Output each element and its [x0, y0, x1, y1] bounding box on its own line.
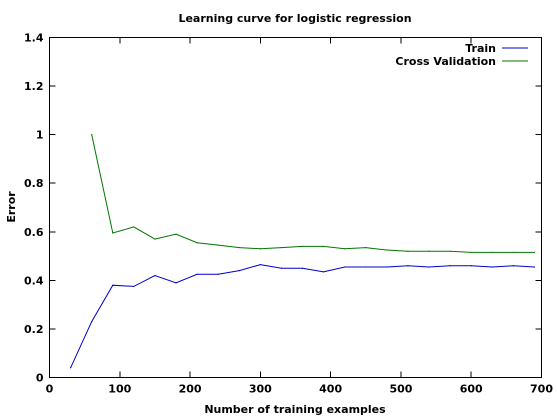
x-tick-label: 100	[108, 383, 131, 396]
x-tick-label: 500	[389, 383, 412, 396]
train-data-point	[407, 265, 409, 267]
train-data-point	[365, 266, 367, 268]
train-data-point	[301, 267, 304, 269]
y-axis-label: Error	[5, 191, 18, 223]
train-data-point	[344, 266, 346, 268]
cross-validation-data-point	[112, 232, 114, 234]
train-data-point	[259, 263, 261, 266]
train-data-point	[280, 267, 283, 269]
cross-validation-data-point	[365, 246, 367, 249]
train-data-point	[386, 266, 388, 268]
train-data-point	[238, 270, 240, 272]
train-data-point	[91, 321, 93, 323]
train-data-point	[449, 265, 451, 267]
train-data-point	[175, 282, 177, 284]
cross-validation-data-point	[133, 226, 135, 228]
train-data-point	[133, 285, 135, 288]
x-axis-label: Number of training examples	[204, 403, 386, 416]
y-tick-label: 1	[36, 129, 44, 142]
cross-validation-data-point	[407, 250, 409, 252]
cross-validation-data-point	[512, 251, 514, 254]
train-data-point	[323, 271, 325, 273]
x-tick-label: 400	[319, 383, 342, 396]
cross-validation-data-point	[280, 246, 283, 249]
cross-validation-data-point	[301, 245, 304, 247]
cross-validation-data-point	[238, 246, 240, 249]
train-data-point	[112, 284, 114, 286]
cross-validation-data-point	[175, 233, 177, 235]
cross-validation-data-point	[428, 250, 430, 252]
cross-validation-data-point	[91, 134, 93, 136]
x-tick-label: 600	[460, 383, 483, 396]
cross-validation-data-point	[386, 249, 388, 251]
train-data-point	[533, 266, 536, 268]
x-tick-label: 0	[46, 383, 54, 396]
train-series-line	[70, 264, 535, 369]
cross-validation-data-point	[323, 245, 325, 247]
cross-validation-data-point	[154, 238, 156, 240]
train-data-point	[217, 273, 219, 275]
cross-validation-data-point	[491, 251, 493, 254]
cross-validation-series-line	[91, 134, 535, 253]
x-tick-label: 200	[179, 383, 202, 396]
plot-frame	[49, 37, 542, 378]
cross-validation-data-point	[259, 248, 261, 250]
x-tick-label: 700	[530, 383, 553, 396]
cross-validation-data-point	[196, 242, 198, 244]
train-data-point	[512, 265, 514, 267]
train-data-point	[470, 265, 472, 267]
cross-validation-data-point	[217, 244, 219, 246]
chart-title: Learning curve for logistic regression	[178, 12, 411, 25]
y-tick-label: 1.4	[24, 32, 44, 45]
cross-validation-data-point	[449, 250, 451, 252]
x-tick-label: 300	[249, 383, 272, 396]
y-tick-label: 0.6	[24, 226, 44, 239]
axis-ticks: 0 100 200 300 400 500 600 700 0 0.2 0.4 0.6 0.8 1 1.2 1…	[24, 32, 553, 396]
y-tick-label: 0.2	[24, 323, 44, 336]
y-tick-label: 0	[36, 372, 44, 385]
cross-validation-data-point	[344, 248, 346, 250]
train-data-point	[69, 367, 72, 369]
train-data-point	[154, 274, 156, 277]
y-tick-label: 0.4	[24, 274, 44, 287]
train-data-point	[428, 266, 430, 268]
y-tick-label: 1.2	[24, 80, 44, 93]
legend-label-train: Train	[465, 42, 496, 55]
cross-validation-data-point	[470, 251, 472, 254]
series-layer	[69, 134, 536, 369]
legend-label-cross-validation: Cross Validation	[395, 55, 496, 68]
train-data-point	[196, 273, 198, 275]
cross-validation-data-point	[533, 251, 536, 254]
y-tick-label: 0.8	[24, 177, 44, 190]
train-data-point	[491, 266, 493, 268]
